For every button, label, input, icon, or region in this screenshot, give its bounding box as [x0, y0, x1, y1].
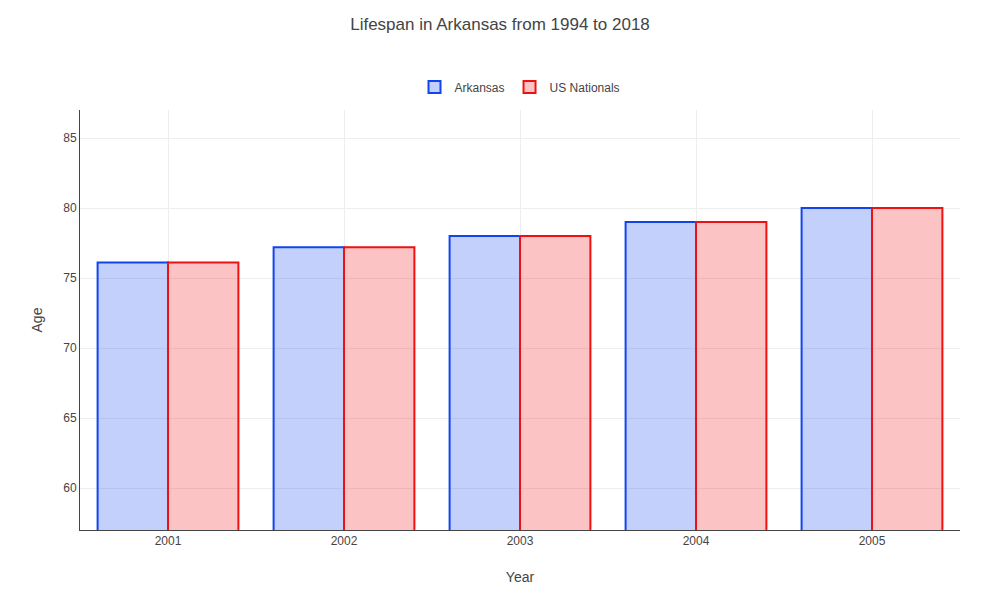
svg-text:2003: 2003 [507, 534, 534, 548]
svg-text:Year: Year [506, 569, 535, 585]
svg-text:85: 85 [63, 131, 77, 145]
svg-text:75: 75 [63, 271, 77, 285]
svg-text:Lifespan in Arkansas from 1994: Lifespan in Arkansas from 1994 to 2018 [350, 15, 650, 34]
svg-text:65: 65 [63, 411, 77, 425]
svg-text:2005: 2005 [859, 534, 886, 548]
svg-text:70: 70 [63, 341, 77, 355]
svg-text:2002: 2002 [331, 534, 358, 548]
svg-text:80: 80 [63, 201, 77, 215]
svg-text:Age: Age [29, 307, 45, 332]
svg-text:2004: 2004 [683, 534, 710, 548]
svg-text:Arkansas: Arkansas [455, 81, 505, 95]
svg-text:60: 60 [63, 481, 77, 495]
svg-text:2001: 2001 [155, 534, 182, 548]
svg-text:US Nationals: US Nationals [550, 81, 620, 95]
